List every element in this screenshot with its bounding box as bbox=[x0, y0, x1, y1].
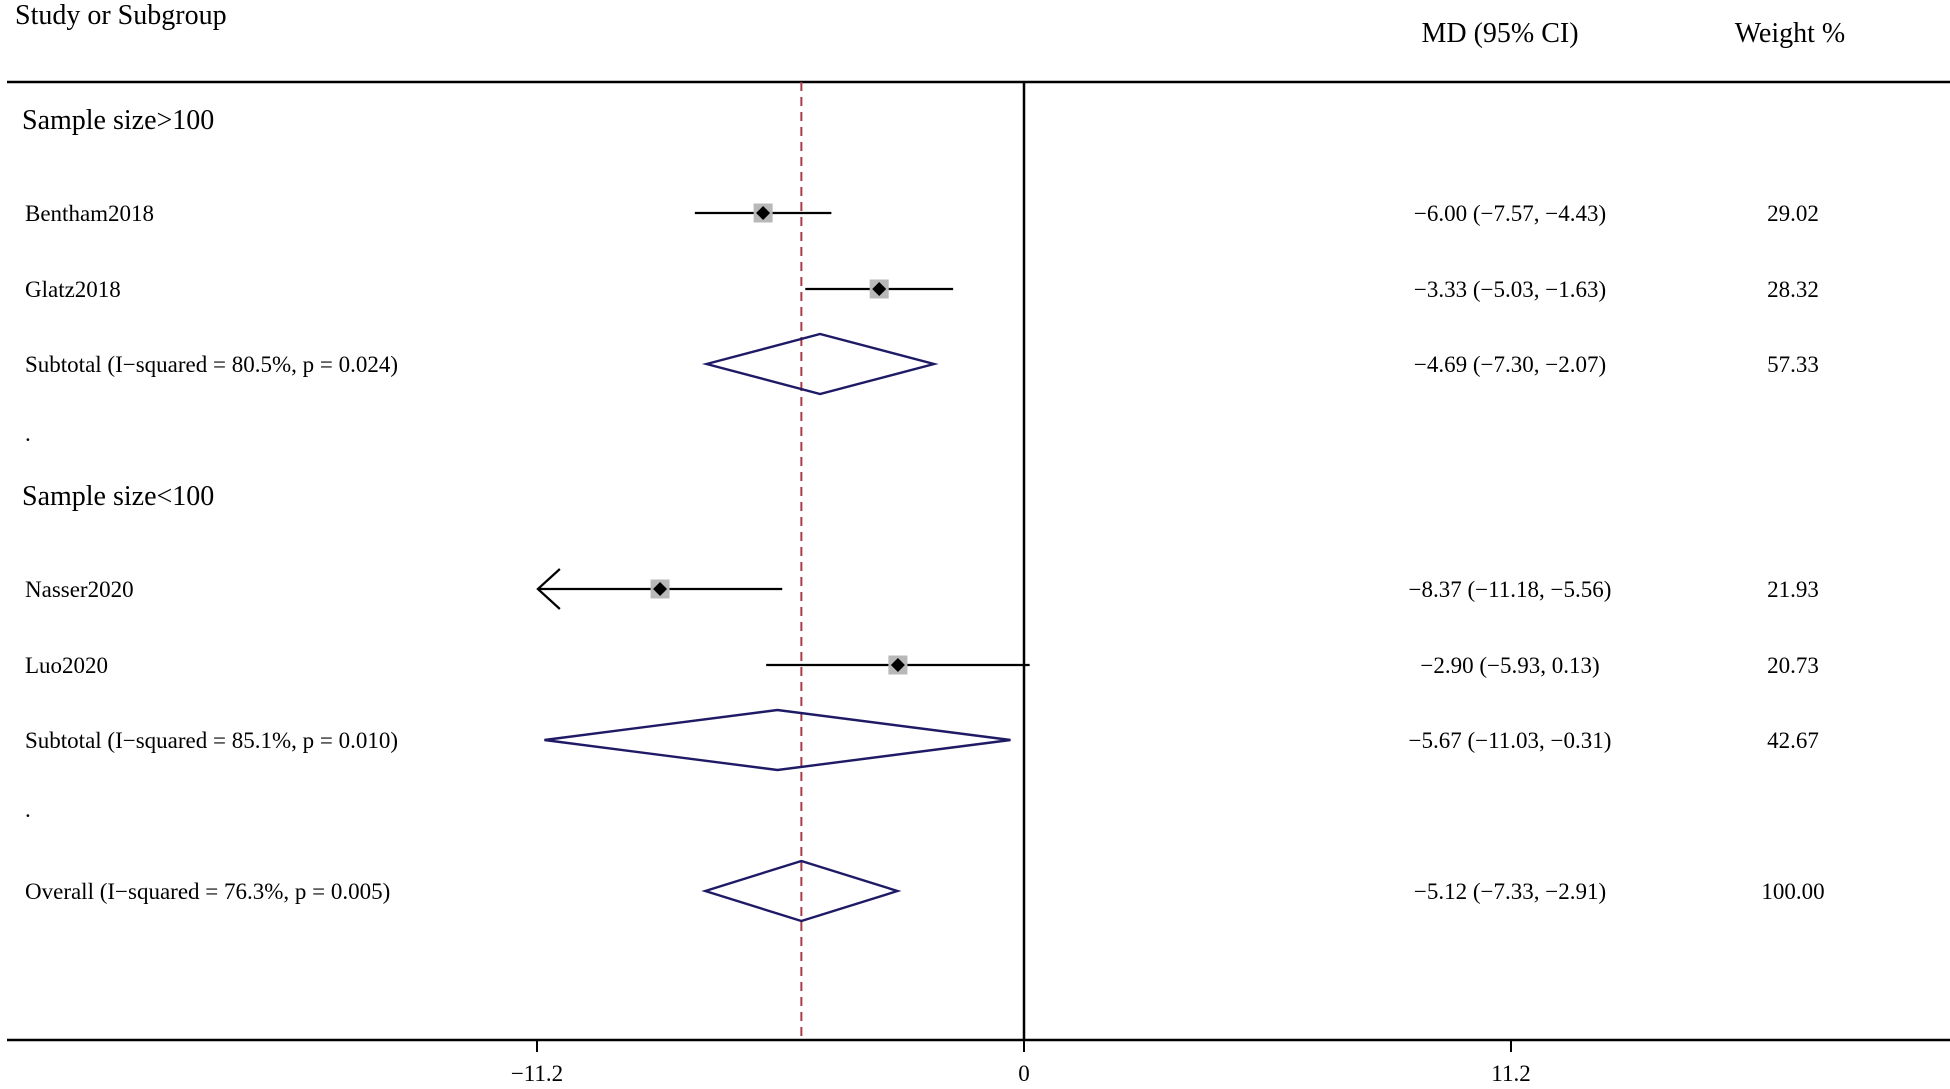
weight-value: 29.02 bbox=[1767, 201, 1819, 226]
effect-ci-value: −5.67 (−11.03, −0.31) bbox=[1409, 728, 1612, 753]
study-label: Glatz2018 bbox=[25, 277, 121, 302]
subgroup-heading: Sample size<100 bbox=[22, 481, 214, 512]
study-label: Nasser2020 bbox=[25, 577, 134, 602]
point-estimate bbox=[872, 282, 887, 296]
study-label: Luo2020 bbox=[25, 653, 108, 678]
spacer-dot: . bbox=[25, 797, 31, 822]
point-estimate bbox=[653, 582, 668, 596]
plot-marks bbox=[536, 203, 1030, 923]
x-tick-label: 11.2 bbox=[1491, 1061, 1530, 1086]
header-effect: MD (95% CI) bbox=[1421, 18, 1578, 49]
subtotal-label: Subtotal (I−squared = 80.5%, p = 0.024) bbox=[25, 352, 398, 377]
weight-value: 57.33 bbox=[1767, 352, 1819, 377]
overall-label: Overall (I−squared = 76.3%, p = 0.005) bbox=[25, 879, 390, 904]
subtotal-diamond bbox=[544, 708, 1011, 772]
weight-value: 20.73 bbox=[1767, 653, 1819, 678]
study-label: Bentham2018 bbox=[25, 201, 154, 226]
header-weight: Weight % bbox=[1735, 18, 1846, 49]
subtotal-diamond bbox=[701, 332, 939, 396]
effect-ci-value: −3.33 (−5.03, −1.63) bbox=[1414, 277, 1606, 302]
weight-value: 100.00 bbox=[1761, 879, 1824, 904]
weight-value: 21.93 bbox=[1767, 577, 1819, 602]
x-axis-ticks: −11.2 0 11.2 bbox=[511, 1040, 1531, 1086]
point-estimate bbox=[756, 206, 771, 220]
subtotal-label: Subtotal (I−squared = 85.1%, p = 0.010) bbox=[25, 728, 398, 753]
spacer-dot: . bbox=[25, 421, 31, 446]
reference-lines bbox=[800, 82, 1026, 1040]
header-study: Study or Subgroup bbox=[15, 0, 227, 31]
effect-ci-value: −8.37 (−11.18, −5.56) bbox=[1409, 577, 1612, 602]
effect-ci-value: −6.00 (−7.57, −4.43) bbox=[1414, 201, 1606, 226]
x-tick-label: 0 bbox=[1018, 1061, 1030, 1086]
overall-diamond bbox=[701, 859, 902, 923]
effect-ci-value: −5.12 (−7.33, −2.91) bbox=[1414, 879, 1606, 904]
point-estimate bbox=[890, 658, 905, 672]
subgroup-heading: Sample size>100 bbox=[22, 105, 214, 136]
ci-arrow-left bbox=[536, 568, 561, 610]
effect-ci-value: −4.69 (−7.30, −2.07) bbox=[1414, 352, 1606, 377]
x-tick-label: −11.2 bbox=[511, 1061, 563, 1086]
effect-ci-value: −2.90 (−5.93, 0.13) bbox=[1420, 653, 1599, 678]
row-labels: Sample size>100 Bentham2018 −6.00 (−7.57, … bbox=[22, 105, 1825, 904]
weight-value: 42.67 bbox=[1767, 728, 1819, 753]
weight-value: 28.32 bbox=[1767, 277, 1819, 302]
